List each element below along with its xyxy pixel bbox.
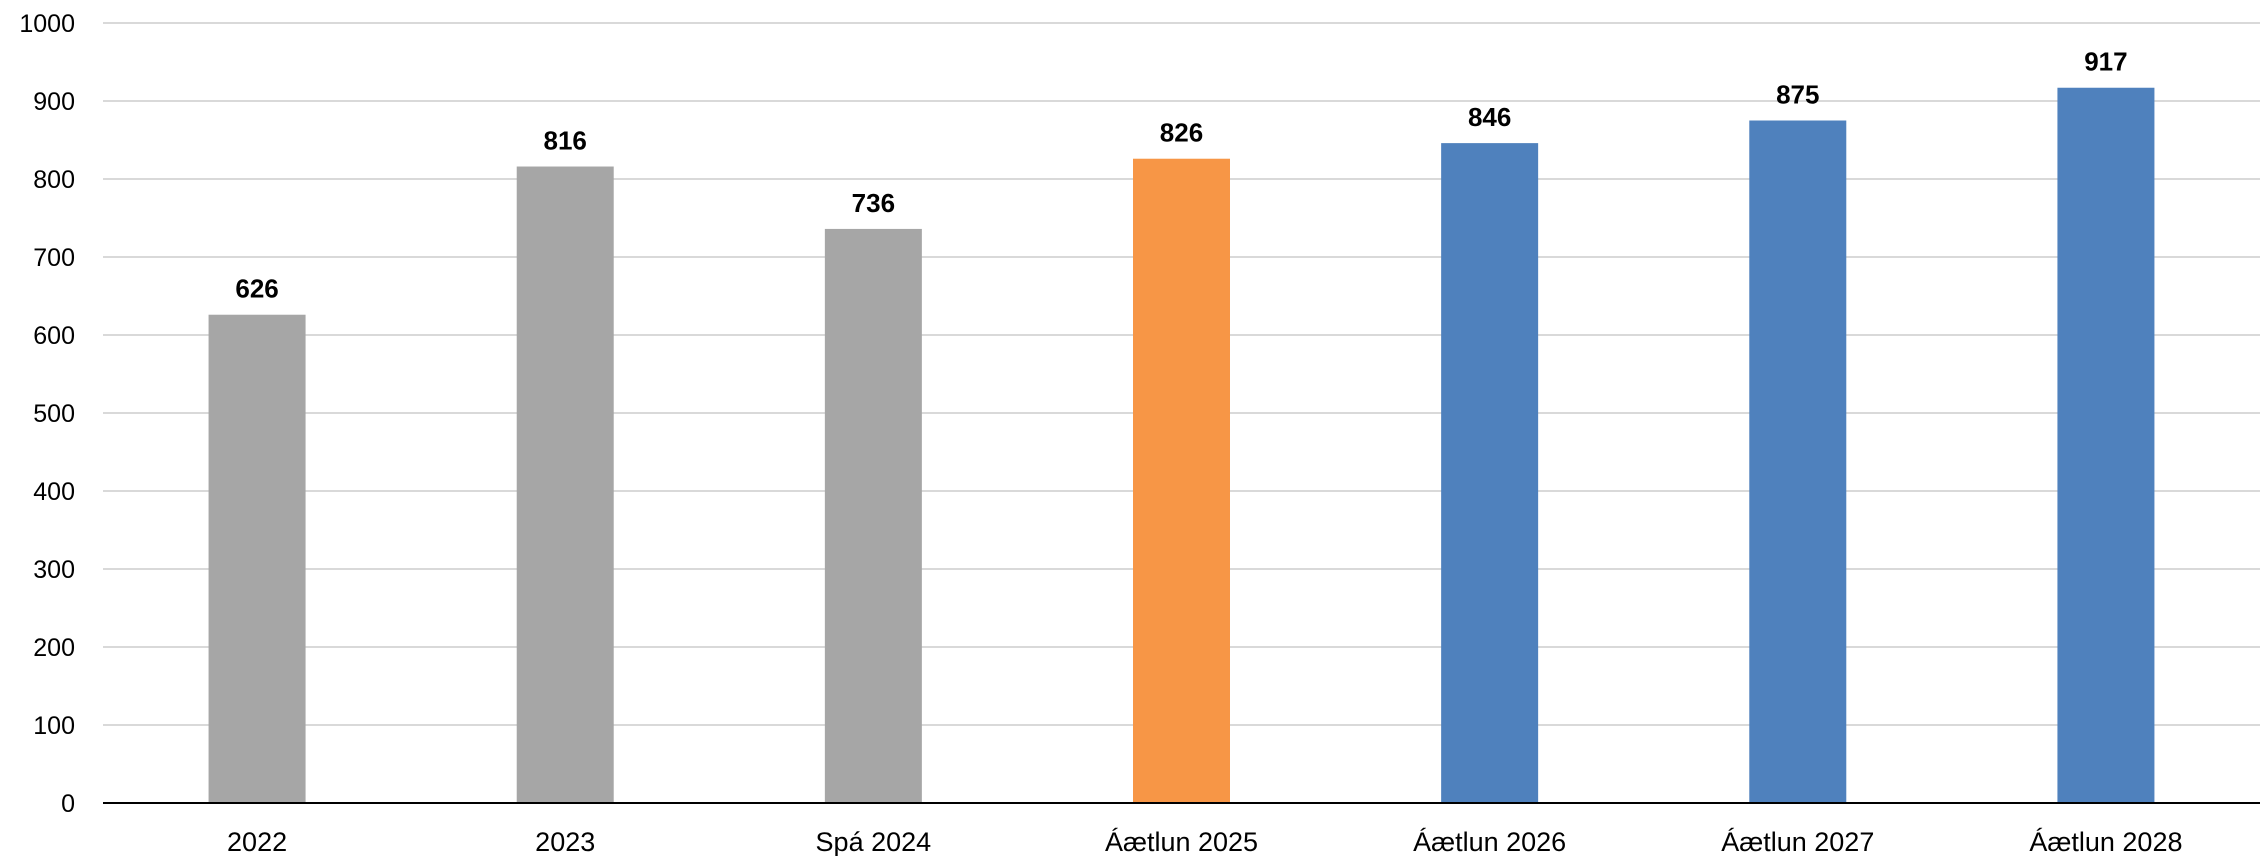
bar xyxy=(1749,120,1847,803)
bar xyxy=(1441,143,1539,803)
x-tick-label: Áætlun 2028 xyxy=(2029,827,2182,856)
x-tick-label: 2022 xyxy=(227,827,287,856)
x-tick-label: Áætlun 2025 xyxy=(1105,827,1258,856)
data-label: 736 xyxy=(852,188,895,218)
data-label: 875 xyxy=(1776,80,1819,110)
data-label: 816 xyxy=(544,126,587,156)
y-tick-label: 0 xyxy=(61,790,75,818)
data-label: 826 xyxy=(1160,118,1203,148)
data-label: 846 xyxy=(1468,102,1511,132)
bar xyxy=(1133,158,1230,804)
x-axis-tick-labels: 2022 2023 Spá 2024 Áætlun 2025 Áætlun 2026 Áæ… xyxy=(227,827,2182,857)
bar xyxy=(516,166,614,803)
bar xyxy=(208,314,306,803)
y-axis-tick-labels: 0 100 200 300 400 500 600 700 800 900 1000 xyxy=(19,10,75,818)
x-tick-label: 2023 xyxy=(535,827,595,856)
data-labels: 626 816 736 826 846 875 917 xyxy=(235,47,2127,304)
data-label: 626 xyxy=(235,274,278,304)
bar xyxy=(2057,87,2155,804)
x-tick-label: Áætlun 2027 xyxy=(1721,827,1874,856)
x-tick-label: Áætlun 2026 xyxy=(1413,827,1566,856)
x-tick-label: Spá 2024 xyxy=(816,827,932,856)
bars xyxy=(208,87,2155,804)
y-tick-label: 500 xyxy=(33,400,75,428)
y-tick-label: 400 xyxy=(33,478,75,506)
y-tick-label: 700 xyxy=(33,244,75,272)
data-label: 917 xyxy=(2084,47,2127,77)
y-tick-label: 300 xyxy=(33,556,75,584)
y-tick-label: 200 xyxy=(33,634,75,662)
y-tick-label: 900 xyxy=(33,88,75,116)
bar xyxy=(824,228,922,804)
y-tick-label: 600 xyxy=(33,322,75,350)
y-tick-label: 800 xyxy=(33,166,75,194)
y-tick-label: 1000 xyxy=(19,10,75,38)
y-tick-label: 100 xyxy=(33,712,75,740)
